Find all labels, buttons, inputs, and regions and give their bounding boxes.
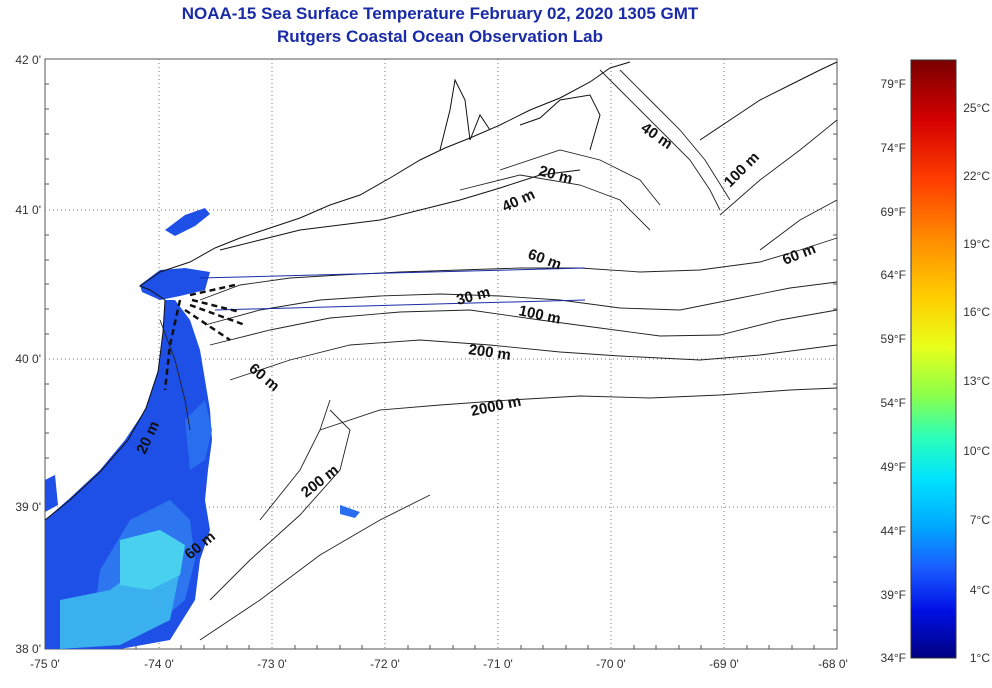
fahrenheit-tick: 39°F bbox=[881, 588, 906, 602]
lon-tick: -69 0' bbox=[709, 657, 739, 671]
celsius-tick: 1°C bbox=[970, 651, 990, 665]
celsius-tick: 22°C bbox=[963, 169, 990, 183]
contour-label: 200 m bbox=[467, 341, 511, 364]
lat-tick: 42 0' bbox=[15, 53, 41, 67]
celsius-tick: 10°C bbox=[963, 444, 990, 458]
colorbar-celsius: 25°C 22°C 19°C 16°C 13°C 10°C 7°C 4°C 1°… bbox=[963, 101, 990, 665]
lat-tick: 40 0' bbox=[15, 352, 41, 366]
fahrenheit-tick: 34°F bbox=[881, 651, 906, 665]
sst-coverage bbox=[45, 208, 360, 649]
lat-tick: 39 0' bbox=[15, 500, 41, 514]
lat-tick: 38 0' bbox=[15, 642, 41, 656]
lon-tick: -74 0' bbox=[144, 657, 174, 671]
lon-tick: -75 0' bbox=[30, 657, 60, 671]
minor-ticks bbox=[45, 83, 837, 649]
lon-tick: -70 0' bbox=[596, 657, 626, 671]
fahrenheit-tick: 54°F bbox=[881, 396, 906, 410]
fahrenheit-tick: 59°F bbox=[881, 332, 906, 346]
fahrenheit-tick: 64°F bbox=[881, 268, 906, 282]
lon-tick: -71 0' bbox=[483, 657, 513, 671]
title-line-2: Rutgers Coastal Ocean Observation Lab bbox=[277, 27, 603, 46]
fahrenheit-tick: 74°F bbox=[881, 141, 906, 155]
coastline bbox=[44, 61, 838, 521]
fahrenheit-tick: 44°F bbox=[881, 524, 906, 538]
celsius-tick: 7°C bbox=[970, 513, 990, 527]
fahrenheit-tick: 49°F bbox=[881, 460, 906, 474]
celsius-tick: 13°C bbox=[963, 374, 990, 388]
celsius-tick: 25°C bbox=[963, 101, 990, 115]
celsius-tick: 4°C bbox=[970, 583, 990, 597]
fahrenheit-tick: 69°F bbox=[881, 205, 906, 219]
lon-tick: -68 0' bbox=[818, 657, 848, 671]
latitude-ticks: 42 0' 41 0' 40 0' 39 0' 38 0' bbox=[15, 53, 41, 656]
shipping-lanes bbox=[199, 267, 586, 311]
dashed-approaches bbox=[163, 283, 246, 391]
lat-tick: 41 0' bbox=[15, 203, 41, 217]
celsius-tick: 19°C bbox=[963, 237, 990, 251]
title-line-1: NOAA-15 Sea Surface Temperature February… bbox=[181, 4, 699, 23]
celsius-tick: 16°C bbox=[963, 305, 990, 319]
fahrenheit-tick: 79°F bbox=[881, 77, 906, 91]
lon-tick: -72 0' bbox=[370, 657, 400, 671]
colorbar-fahrenheit: 79°F 74°F 69°F 64°F 59°F 54°F 49°F 44°F … bbox=[881, 77, 906, 665]
lon-tick: -73 0' bbox=[257, 657, 287, 671]
colorbar bbox=[910, 59, 957, 659]
longitude-ticks: -75 0' -74 0' -73 0' -72 0' -71 0' -70 0… bbox=[30, 657, 848, 671]
bathymetry-contours bbox=[159, 69, 838, 641]
